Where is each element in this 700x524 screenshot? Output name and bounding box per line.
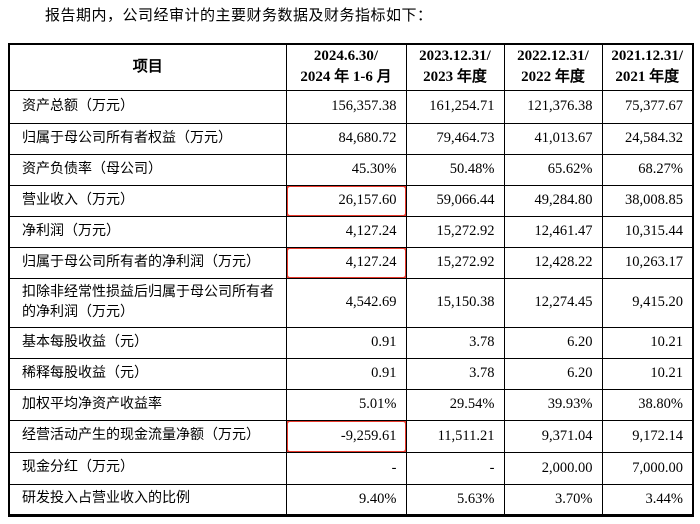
- value-cell: 79,464.73: [405, 122, 505, 155]
- value-text: 26,157.60: [338, 192, 397, 208]
- value-cell: 68.27%: [601, 153, 694, 186]
- header-period-line2: 2024 年 1-6 月: [300, 69, 392, 86]
- value-cell: 10.21: [601, 357, 694, 390]
- value-cell: 39.93%: [503, 388, 603, 421]
- value-cell: 3.78: [405, 326, 505, 359]
- value-cell: 2,000.00: [503, 451, 603, 485]
- value-cell: 50.48%: [405, 153, 505, 186]
- row-label: 归属于母公司所有者权益（万元）: [8, 122, 287, 155]
- value-cell: 161,254.71: [405, 89, 505, 124]
- row-label: 扣除非经常性损益后归属于母公司所有者的净利润（万元）: [8, 277, 287, 328]
- value-cell: 0.91: [285, 326, 407, 359]
- value-cell: -: [405, 451, 505, 485]
- value-cell: 15,272.92: [405, 246, 505, 279]
- financial-table: 项目 2024.6.30/ 2024 年 1-6 月 2023.12.31/ 2…: [8, 43, 694, 517]
- value-cell: 10,263.17: [601, 246, 694, 279]
- value-cell: 12,428.22: [503, 246, 603, 279]
- row-label: 稀释每股收益（元）: [8, 357, 287, 390]
- header-item: 项目: [8, 43, 287, 91]
- value-cell: 49,284.80: [503, 184, 603, 217]
- value-cell: 38.80%: [601, 388, 694, 421]
- header-period-line2: 2022 年度: [521, 69, 585, 86]
- table-row: 资产总额（万元） 156,357.38 161,254.71 121,376.3…: [8, 89, 694, 124]
- value-cell: 4,542.69: [285, 277, 407, 328]
- row-label: 资产负债率（母公司）: [8, 153, 287, 186]
- value-cell: 3.44%: [601, 483, 694, 516]
- table-row: 稀释每股收益（元） 0.91 3.78 6.20 10.21: [8, 357, 694, 390]
- row-label: 营业收入（万元）: [8, 184, 287, 217]
- value-cell: 41,013.67: [503, 122, 603, 155]
- table-row: 现金分红（万元） - - 2,000.00 7,000.00: [8, 451, 694, 485]
- value-cell: 9.40%: [285, 483, 407, 516]
- header-row: 项目 2024.6.30/ 2024 年 1-6 月 2023.12.31/ 2…: [8, 43, 694, 91]
- header-period-line1: 2023.12.31/: [419, 48, 491, 65]
- value-cell: 26,157.60: [285, 184, 407, 217]
- value-cell: 9,172.14: [601, 419, 694, 453]
- row-label: 现金分红（万元）: [8, 451, 287, 485]
- header-period-2021: 2021.12.31/ 2021 年度: [601, 43, 694, 91]
- value-cell: 9,371.04: [503, 419, 603, 453]
- value-cell: 5.63%: [405, 483, 505, 516]
- header-period-2024: 2024.6.30/ 2024 年 1-6 月: [285, 43, 407, 91]
- row-label: 基本每股收益（元）: [8, 326, 287, 359]
- value-cell: 65.62%: [503, 153, 603, 186]
- header-period-2023: 2023.12.31/ 2023 年度: [405, 43, 505, 91]
- value-cell: 11,511.21: [405, 419, 505, 453]
- value-cell: 15,150.38: [405, 277, 505, 328]
- value-cell: 24,584.32: [601, 122, 694, 155]
- row-label: 净利润（万元）: [8, 215, 287, 248]
- table-row: 加权平均净资产收益率 5.01% 29.54% 39.93% 38.80%: [8, 388, 694, 421]
- row-label: 研发投入占营业收入的比例: [8, 483, 287, 516]
- table-header: 项目 2024.6.30/ 2024 年 1-6 月 2023.12.31/ 2…: [8, 43, 694, 91]
- header-period-2022: 2022.12.31/ 2022 年度: [503, 43, 603, 91]
- value-cell: 15,272.92: [405, 215, 505, 248]
- value-text: -9,259.61: [340, 427, 397, 444]
- value-cell: 0.91: [285, 357, 407, 390]
- value-text: 4,127.24: [345, 254, 397, 270]
- table-row: 基本每股收益（元） 0.91 3.78 6.20 10.21: [8, 326, 694, 359]
- header-period-line1: 2021.12.31/: [611, 48, 684, 65]
- value-cell: 38,008.85: [601, 184, 694, 217]
- value-cell: 6.20: [503, 357, 603, 390]
- value-cell: -9,259.61: [285, 419, 407, 453]
- intro-text: 报告期内，公司经审计的主要财务数据及财务指标如下：: [45, 8, 433, 24]
- value-cell: 7,000.00: [601, 451, 694, 485]
- value-cell: 10,315.44: [601, 215, 694, 248]
- table-row: 研发投入占营业收入的比例 9.40% 5.63% 3.70% 3.44%: [8, 483, 694, 516]
- value-cell: 75,377.67: [601, 89, 694, 124]
- value-cell: 5.01%: [285, 388, 407, 421]
- header-period-line1: 2024.6.30/: [313, 48, 379, 65]
- table-row: 净利润（万元） 4,127.24 15,272.92 12,461.47 10,…: [8, 215, 694, 248]
- value-cell: 6.20: [503, 326, 603, 359]
- table-row: 扣除非经常性损益后归属于母公司所有者的净利润（万元） 4,542.69 15,1…: [8, 277, 694, 328]
- row-label: 归属于母公司所有者的净利润（万元）: [8, 246, 287, 279]
- table-row: 经营活动产生的现金流量净额（万元） -9,259.61 11,511.21 9,…: [8, 419, 694, 453]
- value-cell: 12,461.47: [503, 215, 603, 248]
- row-label: 资产总额（万元）: [8, 89, 287, 124]
- value-cell: 156,357.38: [285, 89, 407, 124]
- table-row: 归属于母公司所有者权益（万元） 84,680.72 79,464.73 41,0…: [8, 122, 694, 155]
- value-cell: 29.54%: [405, 388, 505, 421]
- table-row: 归属于母公司所有者的净利润（万元） 4,127.24 15,272.92 12,…: [8, 246, 694, 279]
- value-cell: 12,274.45: [503, 277, 603, 328]
- value-cell: 4,127.24: [285, 215, 407, 248]
- header-period-line1: 2022.12.31/: [517, 48, 589, 65]
- value-cell: 121,376.38: [503, 89, 603, 124]
- value-cell: 3.70%: [503, 483, 603, 516]
- table-row: 营业收入（万元） 26,157.60 59,066.44 49,284.80 3…: [8, 184, 694, 217]
- table-row: 资产负债率（母公司） 45.30% 50.48% 65.62% 68.27%: [8, 153, 694, 186]
- value-cell: 9,415.20: [601, 277, 694, 328]
- value-cell: 59,066.44: [405, 184, 505, 217]
- header-period-line2: 2021 年度: [615, 69, 680, 86]
- value-cell: 4,127.24: [285, 246, 407, 279]
- value-cell: 3.78: [405, 357, 505, 390]
- row-label: 经营活动产生的现金流量净额（万元）: [8, 419, 287, 453]
- value-cell: 10.21: [601, 326, 694, 359]
- row-label: 加权平均净资产收益率: [8, 388, 287, 421]
- value-cell: 45.30%: [285, 153, 407, 186]
- value-cell: -: [285, 451, 407, 485]
- header-period-line2: 2023 年度: [423, 69, 487, 86]
- value-cell: 84,680.72: [285, 122, 407, 155]
